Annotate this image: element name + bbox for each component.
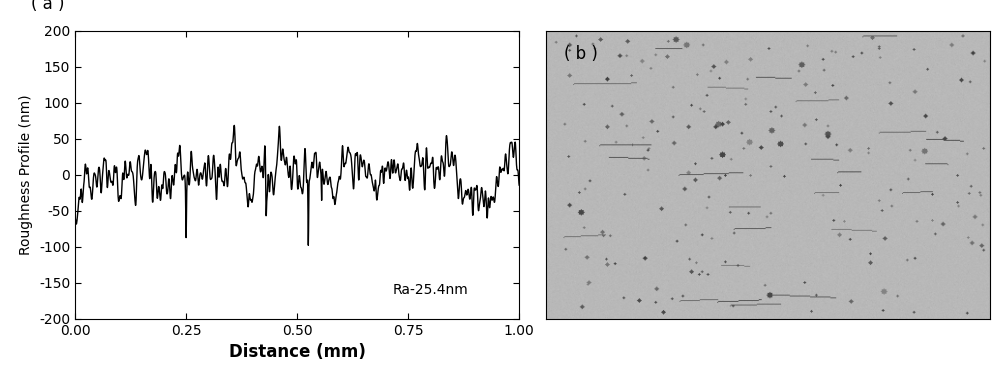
Text: ( a ): ( a ) — [31, 0, 64, 13]
X-axis label: Distance (mm): Distance (mm) — [229, 343, 366, 361]
Text: ( b ): ( b ) — [564, 45, 597, 63]
Text: Ra-25.4nm: Ra-25.4nm — [392, 283, 468, 297]
Y-axis label: Roughness Profile (nm): Roughness Profile (nm) — [19, 94, 33, 255]
